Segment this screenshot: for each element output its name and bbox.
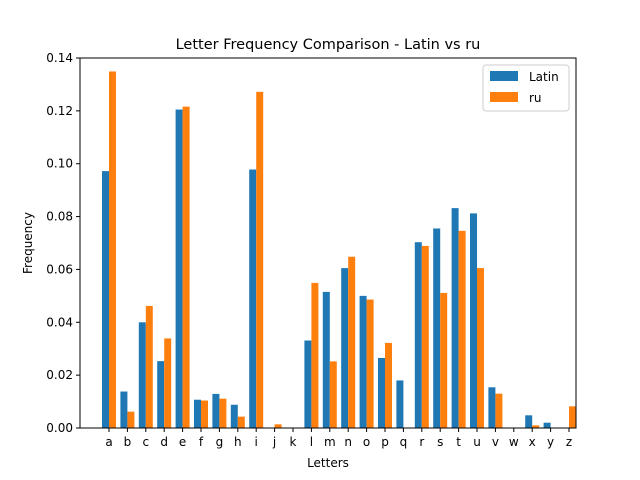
bar-ru-m: [329, 361, 337, 428]
x-tick-label-g: g: [216, 435, 224, 449]
x-tick-label-o: o: [363, 435, 370, 449]
bar-latin-f: [194, 399, 201, 428]
bar-ru-a: [109, 71, 116, 428]
x-tick-label-e: e: [179, 435, 186, 449]
bars-group: [102, 71, 576, 429]
bar-latin-a: [102, 171, 109, 428]
bar-ru-h: [237, 416, 245, 428]
bar-latin-h: [230, 404, 238, 428]
bar-latin-d: [157, 361, 165, 428]
x-tick-label-v: v: [492, 435, 499, 449]
x-axis-label: Letters: [307, 456, 349, 470]
x-tick-label-l: l: [310, 435, 313, 449]
x-tick-label-h: h: [234, 435, 242, 449]
x-tick-label-y: y: [547, 435, 554, 449]
bar-latin-l: [304, 340, 312, 428]
bar-latin-n: [341, 268, 349, 428]
bar-latin-r: [414, 242, 422, 428]
y-tick-label: 0.08: [46, 210, 73, 224]
plot-frame: [79, 57, 577, 429]
y-tick-label: 0.04: [46, 315, 73, 329]
bar-ru-z: [569, 406, 576, 428]
bar-ru-t: [458, 230, 466, 428]
x-tick-label-m: m: [324, 435, 336, 449]
legend-swatch-latin: [490, 71, 518, 81]
y-tick-label: 0.14: [46, 51, 73, 65]
bar-ru-b: [127, 411, 135, 428]
x-tick-label-d: d: [160, 435, 168, 449]
bar-ru-s: [440, 292, 448, 428]
x-tick-label-p: p: [381, 435, 389, 449]
bar-ru-g: [219, 398, 227, 428]
x-tick-label-z: z: [566, 435, 572, 449]
bar-ru-o: [366, 299, 374, 428]
chart-title: Letter Frequency Comparison - Latin vs r…: [176, 37, 481, 53]
x-tick-label-t: t: [456, 435, 461, 449]
bar-ru-f: [201, 400, 208, 428]
bar-latin-u: [470, 213, 477, 428]
bar-ru-u: [477, 268, 484, 428]
bar-latin-x: [525, 415, 533, 428]
x-tick-label-x: x: [529, 435, 536, 449]
bar-ru-n: [348, 256, 356, 428]
y-tick-label: 0.12: [46, 104, 73, 118]
bar-ru-c: [145, 305, 153, 428]
y-tick-label: 0.00: [46, 421, 73, 435]
x-tick-label-j: j: [272, 435, 276, 449]
bar-latin-m: [322, 291, 330, 428]
y-tick-label: 0.02: [46, 368, 73, 382]
bar-ru-r: [421, 245, 429, 428]
x-tick-label-f: f: [199, 435, 204, 449]
bar-ru-x: [532, 425, 540, 428]
bar-latin-e: [175, 109, 183, 429]
x-tick-label-w: w: [509, 435, 519, 449]
y-tick-label: 0.10: [46, 157, 73, 171]
bar-ru-v: [495, 393, 503, 428]
x-tick-label-s: s: [437, 435, 443, 449]
bar-latin-v: [488, 387, 496, 428]
x-tick-label-b: b: [124, 435, 132, 449]
legend-label-latin: Latin: [529, 70, 559, 84]
x-tick-label-k: k: [290, 435, 297, 449]
bar-latin-p: [378, 357, 385, 428]
x-tick-label-q: q: [400, 435, 408, 449]
x-tick-label-c: c: [142, 435, 149, 449]
bar-latin-q: [396, 380, 404, 428]
bar-ru-e: [182, 106, 190, 428]
y-tick-label: 0.06: [46, 262, 73, 276]
x-tick-label-i: i: [255, 435, 258, 449]
x-tick-label-n: n: [344, 435, 352, 449]
bar-ru-d: [164, 338, 172, 428]
bar-latin-b: [120, 391, 128, 428]
bar-latin-i: [249, 169, 257, 428]
bar-ru-j: [274, 424, 282, 428]
y-axis: 0.00 0.02 0.04 0.06 0.08 0.10 0.12 0.14: [46, 51, 80, 435]
x-tick-label-r: r: [419, 435, 424, 449]
bar-latin-o: [359, 295, 367, 428]
bar-latin-c: [138, 322, 146, 428]
legend: Latin ru: [482, 64, 570, 112]
bar-latin-y: [543, 422, 551, 428]
legend-swatch-ru: [490, 92, 518, 102]
bar-ru-i: [256, 91, 264, 428]
y-axis-label: Frequency: [21, 212, 35, 274]
bar-latin-g: [212, 393, 220, 428]
x-tick-label-u: u: [473, 435, 481, 449]
bar-latin-s: [433, 228, 441, 428]
bar-latin-t: [451, 208, 459, 428]
x-tick-label-a: a: [105, 435, 112, 449]
legend-label-ru: ru: [529, 91, 542, 105]
bar-ru-l: [311, 282, 319, 428]
bar-ru-p: [385, 342, 392, 428]
